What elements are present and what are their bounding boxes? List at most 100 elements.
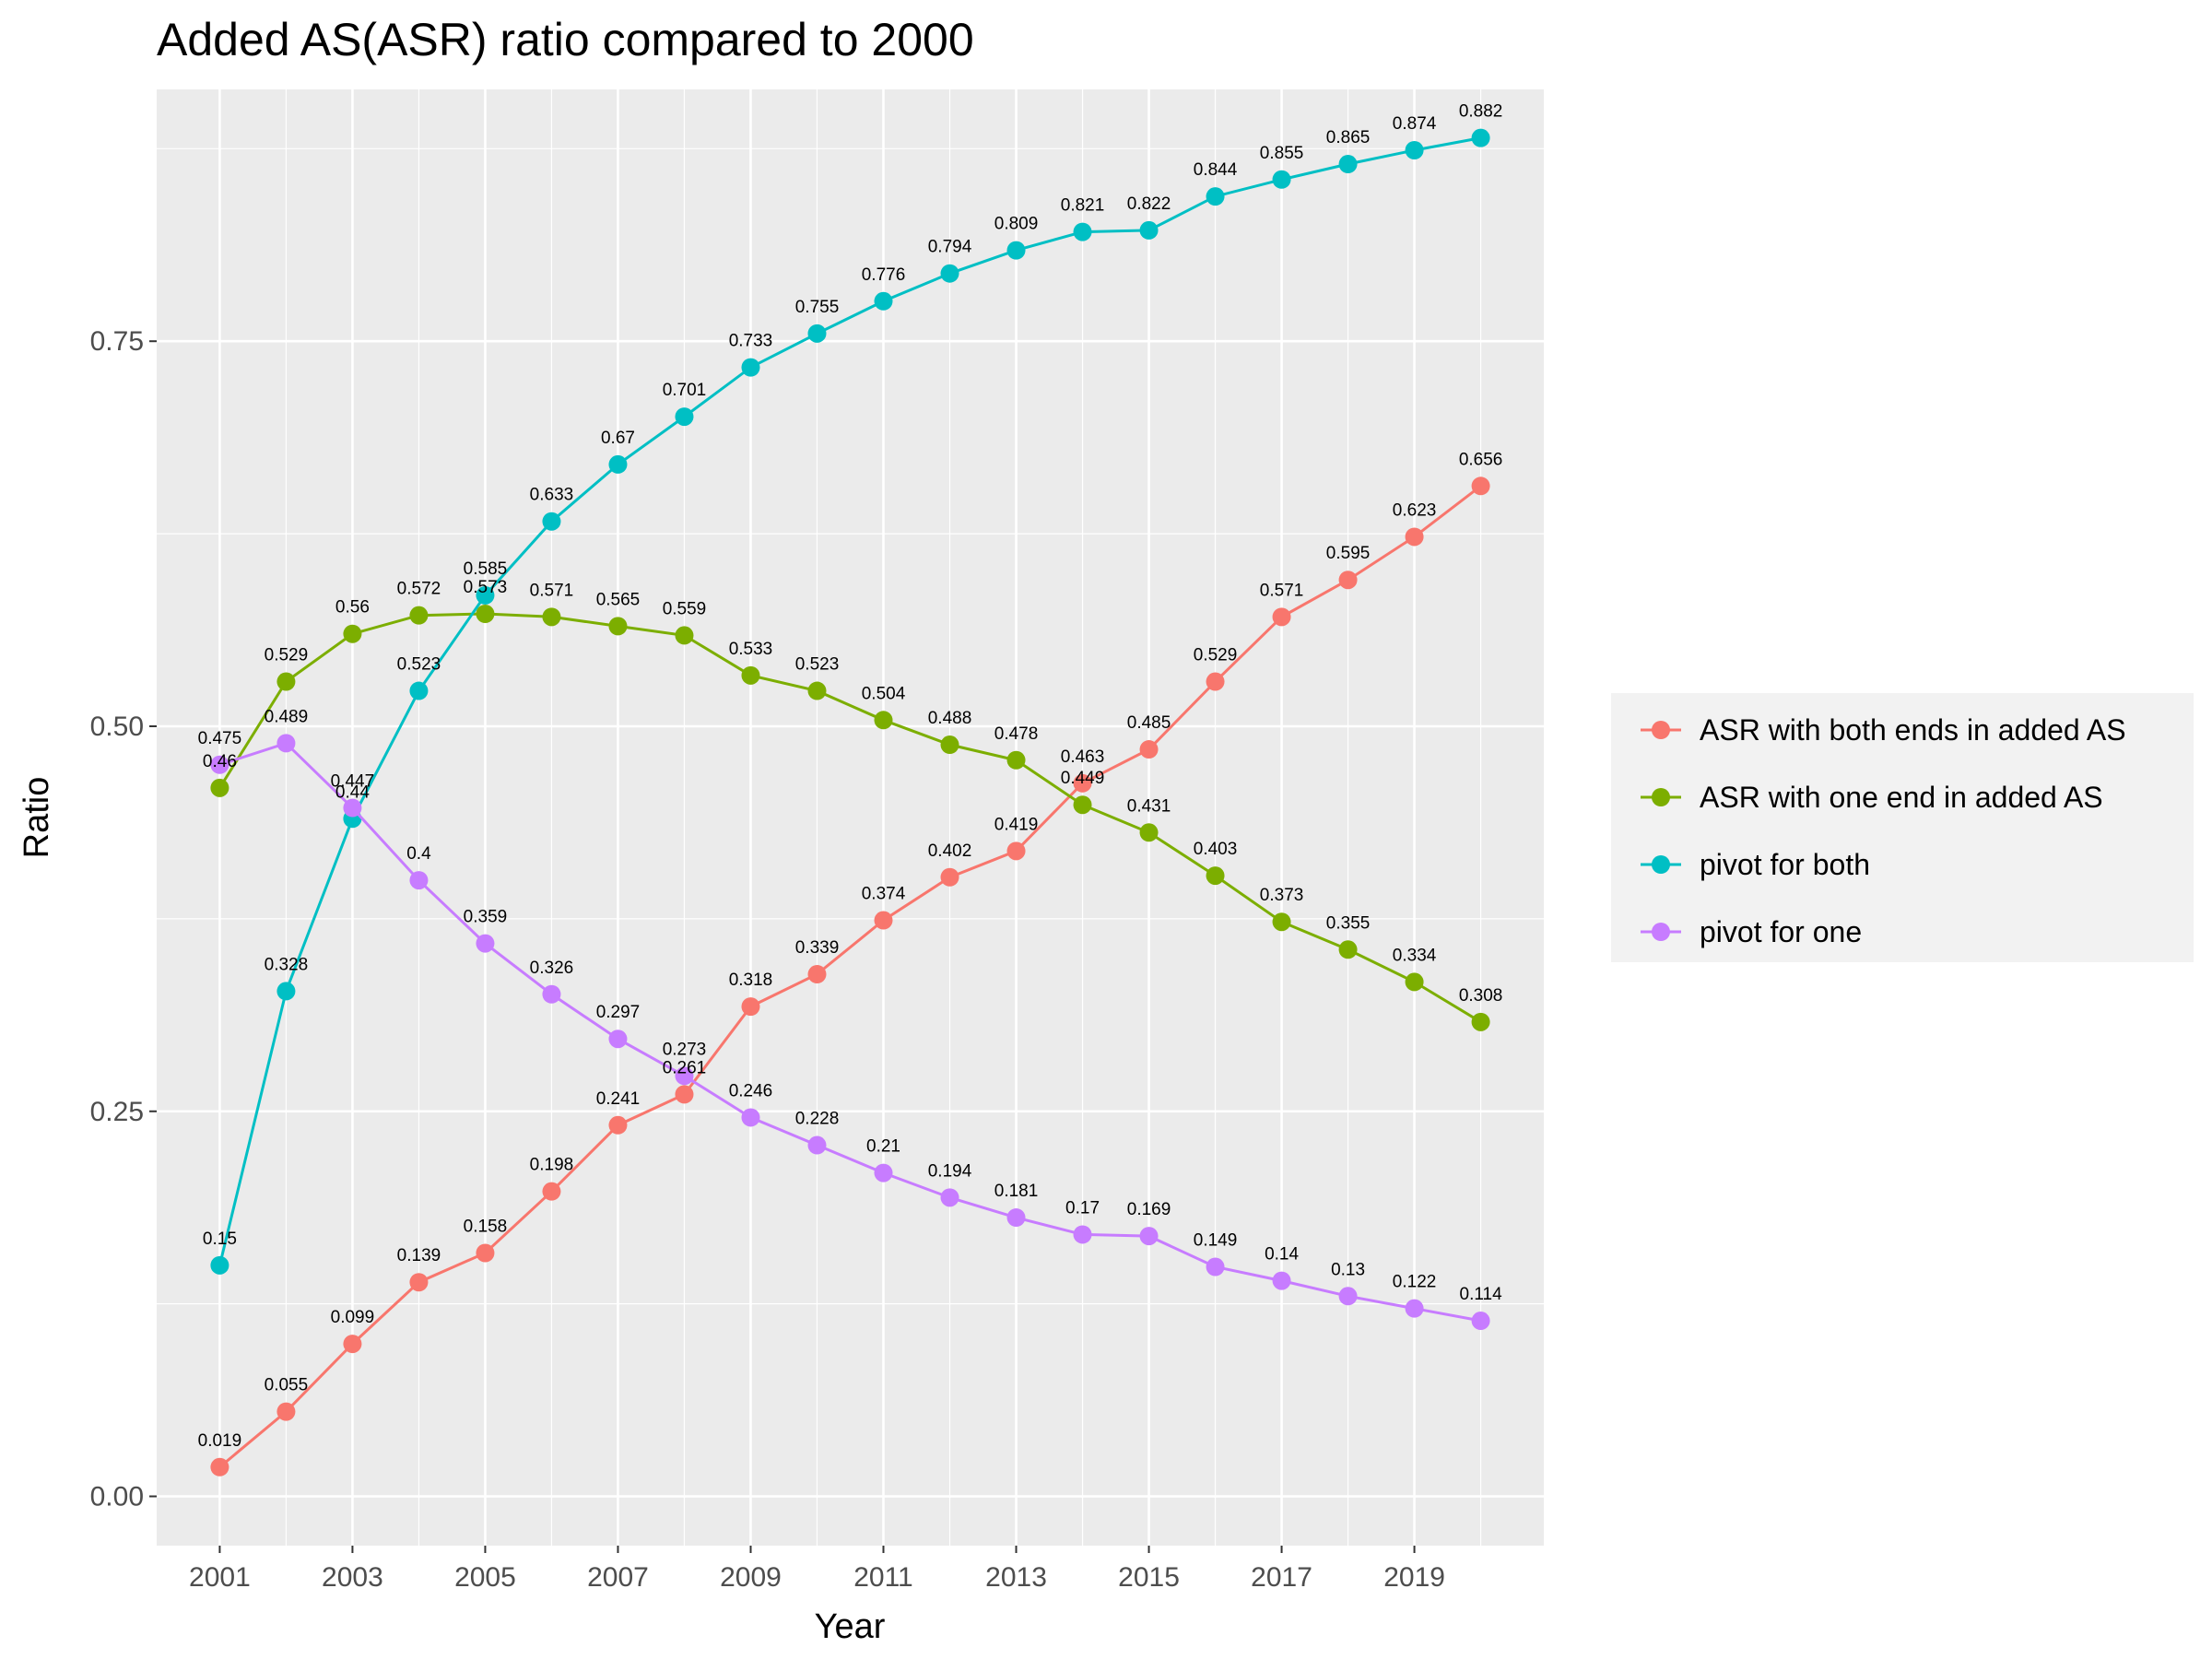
data-point xyxy=(1139,823,1159,842)
legend-key-point xyxy=(1652,788,1670,806)
data-label: 0.559 xyxy=(663,599,707,618)
data-point xyxy=(675,407,694,427)
data-point xyxy=(741,358,760,377)
data-label: 0.374 xyxy=(862,885,906,904)
data-label: 0.308 xyxy=(1459,986,1503,1006)
data-point xyxy=(210,755,229,774)
data-point xyxy=(675,1085,694,1104)
data-label: 0.297 xyxy=(596,1003,641,1022)
data-point xyxy=(210,1255,229,1275)
data-point xyxy=(476,605,495,624)
data-point xyxy=(1272,912,1291,932)
data-label: 0.822 xyxy=(1127,194,1171,214)
data-label: 0.419 xyxy=(994,815,1039,834)
data-point xyxy=(807,1135,827,1155)
data-label: 0.359 xyxy=(464,908,508,927)
y-tick-label: 0.25 xyxy=(90,1097,144,1127)
data-point xyxy=(276,672,296,691)
data-point xyxy=(874,911,893,930)
legend-key-point xyxy=(1652,923,1670,941)
data-point xyxy=(409,681,429,700)
data-point xyxy=(1471,477,1490,496)
data-label: 0.326 xyxy=(530,959,574,978)
data-label: 0.733 xyxy=(729,332,773,351)
data-point xyxy=(940,264,959,283)
data-point xyxy=(1006,841,1026,861)
x-tick-label: 2013 xyxy=(985,1562,1047,1593)
data-label: 0.15 xyxy=(203,1230,237,1249)
data-point xyxy=(608,617,628,636)
data-label: 0.447 xyxy=(331,772,375,792)
data-point xyxy=(874,291,893,311)
legend-key-point xyxy=(1652,855,1670,874)
axes: 0.00 0.25 0.50 0.75 2001 2003 2005 2007 2009 2011… xyxy=(90,326,1445,1593)
data-label: 0.431 xyxy=(1127,796,1171,816)
data-label: 0.055 xyxy=(265,1376,309,1395)
data-point xyxy=(1073,222,1092,241)
data-label: 0.241 xyxy=(596,1089,641,1109)
data-point xyxy=(1471,1012,1490,1031)
data-label: 0.523 xyxy=(397,655,441,675)
x-tick-label: 2017 xyxy=(1251,1562,1312,1593)
data-point xyxy=(1405,527,1424,547)
data-point xyxy=(1405,972,1424,992)
data-label: 0.821 xyxy=(1061,196,1105,216)
data-point xyxy=(675,1066,694,1086)
data-label: 0.261 xyxy=(663,1058,707,1077)
data-point xyxy=(1338,571,1358,590)
data-label: 0.13 xyxy=(1331,1260,1365,1279)
data-point xyxy=(1338,1287,1358,1306)
data-label: 0.169 xyxy=(1127,1200,1171,1219)
data-label: 0.809 xyxy=(994,215,1039,234)
data-label: 0.572 xyxy=(397,580,441,599)
data-point xyxy=(276,1402,296,1421)
data-point xyxy=(542,512,561,531)
data-label: 0.67 xyxy=(601,429,635,448)
data-label: 0.478 xyxy=(994,724,1039,744)
data-point xyxy=(940,1188,959,1207)
data-label: 0.573 xyxy=(464,578,508,597)
data-label: 0.373 xyxy=(1260,886,1304,905)
x-tick-label: 2005 xyxy=(454,1562,516,1593)
x-tick-label: 2009 xyxy=(720,1562,782,1593)
data-label: 0.623 xyxy=(1393,500,1437,520)
data-point xyxy=(276,734,296,753)
data-point xyxy=(1405,141,1424,160)
series-layer xyxy=(210,128,1490,1477)
legend-background xyxy=(1611,693,2194,962)
data-label: 0.122 xyxy=(1393,1273,1437,1292)
data-point xyxy=(874,1163,893,1182)
data-label: 0.198 xyxy=(530,1156,574,1175)
x-axis-title: Year xyxy=(815,1607,886,1646)
data-label: 0.402 xyxy=(928,841,972,861)
data-label: 0.882 xyxy=(1459,102,1503,122)
data-label: 0.194 xyxy=(928,1161,972,1181)
x-tick-label: 2015 xyxy=(1118,1562,1180,1593)
data-point xyxy=(1139,740,1159,759)
data-label: 0.865 xyxy=(1326,128,1371,147)
x-tick-label: 2003 xyxy=(322,1562,383,1593)
data-point xyxy=(409,1273,429,1292)
data-point xyxy=(1206,672,1225,691)
data-label: 0.246 xyxy=(729,1081,773,1100)
data-label: 0.529 xyxy=(1194,646,1238,665)
data-point xyxy=(1206,866,1225,886)
data-point xyxy=(741,1108,760,1127)
data-point xyxy=(1073,1225,1092,1244)
data-point xyxy=(1272,1271,1291,1290)
data-label: 0.149 xyxy=(1194,1231,1238,1251)
y-tick-label: 0.00 xyxy=(90,1482,144,1512)
data-label: 0.633 xyxy=(530,486,574,505)
data-point xyxy=(409,871,429,890)
data-point xyxy=(1006,750,1026,770)
data-point xyxy=(1139,220,1159,240)
data-point xyxy=(874,711,893,730)
data-label: 0.701 xyxy=(663,381,707,400)
legend-key-point xyxy=(1652,721,1670,739)
data-label: 0.565 xyxy=(596,590,641,609)
data-label: 0.4 xyxy=(406,844,431,864)
data-label: 0.46 xyxy=(203,752,237,771)
legend: ASR with both ends in added AS ASR with o… xyxy=(1611,693,2194,962)
data-label: 0.339 xyxy=(795,938,840,958)
